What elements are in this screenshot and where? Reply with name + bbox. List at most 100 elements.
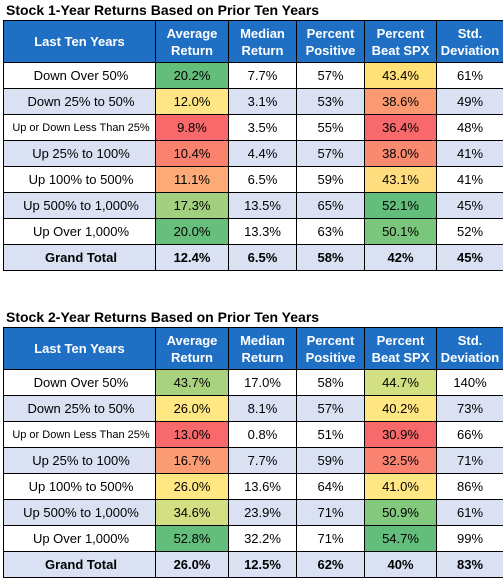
cell-percent-beat-spx: 50.9%: [364, 499, 437, 526]
cell-std-deviation: 52%: [436, 218, 503, 245]
cell-percent-positive: 59%: [296, 166, 365, 193]
cell-std-deviation: 86%: [436, 473, 503, 500]
cell-std-deviation: 73%: [436, 395, 503, 422]
cell-percent-beat-spx: 43.1%: [364, 166, 437, 193]
col-header-average-return: Average Return: [155, 327, 229, 370]
row-label: Down 25% to 50%: [3, 395, 156, 422]
cell-std-deviation: 61%: [436, 62, 503, 89]
cell-average-return: 20.2%: [155, 62, 229, 89]
cell-median-return: 13.5%: [228, 192, 297, 219]
returns-table-2year: Last Ten Years Average Return Median Retur…: [3, 327, 503, 578]
table-1-block: Stock 1-Year Returns Based on Prior Ten …: [0, 0, 503, 271]
cell-average-return: 26.0%: [155, 395, 229, 422]
cell-percent-positive: 51%: [296, 421, 365, 448]
col-header-median-return: Median Return: [228, 327, 297, 370]
cell-percent-positive: 71%: [296, 525, 365, 552]
cell-average-return: 12.0%: [155, 88, 229, 115]
cell-percent-beat-spx: 54.7%: [364, 525, 437, 552]
row-label: Grand Total: [3, 551, 156, 578]
cell-percent-positive: 57%: [296, 62, 365, 89]
cell-percent-positive: 57%: [296, 395, 365, 422]
header-row: Last Ten Years Average Return Median Retur…: [3, 20, 503, 63]
cell-average-return: 13.0%: [155, 421, 229, 448]
row-label: Down Over 50%: [3, 369, 156, 396]
cell-median-return: 17.0%: [228, 369, 297, 396]
cell-percent-beat-spx: 36.4%: [364, 114, 437, 141]
row-label: Up Over 1,000%: [3, 218, 156, 245]
cell-percent-beat-spx: 40.2%: [364, 395, 437, 422]
cell-percent-positive: 65%: [296, 192, 365, 219]
col-header-std-deviation: Std. Deviation: [436, 327, 503, 370]
cell-percent-beat-spx: 38.6%: [364, 88, 437, 115]
row-label: Up or Down Less Than 25%: [3, 421, 156, 448]
cell-percent-positive: 63%: [296, 218, 365, 245]
cell-average-return: 26.0%: [155, 473, 229, 500]
cell-percent-beat-spx: 32.5%: [364, 447, 437, 474]
col-header-median-return: Median Return: [228, 20, 297, 63]
cell-std-deviation: 61%: [436, 499, 503, 526]
cell-std-deviation: 45%: [436, 192, 503, 219]
total-average-return: 26.0%: [155, 551, 229, 578]
row-label: Up 500% to 1,000%: [3, 192, 156, 219]
row-label: Up or Down Less Than 25%: [3, 114, 156, 141]
cell-percent-positive: 59%: [296, 447, 365, 474]
row-label: Up Over 1,000%: [3, 525, 156, 552]
total-percent-positive: 58%: [296, 244, 365, 271]
table-row: Down Over 50% 43.7% 17.0% 58% 44.7% 140%: [3, 369, 503, 396]
cell-percent-beat-spx: 41.0%: [364, 473, 437, 500]
cell-percent-beat-spx: 43.4%: [364, 62, 437, 89]
cell-median-return: 8.1%: [228, 395, 297, 422]
table-row: Up 500% to 1,000% 34.6% 23.9% 71% 50.9% 61%: [3, 499, 503, 526]
cell-average-return: 52.8%: [155, 525, 229, 552]
cell-percent-positive: 57%: [296, 140, 365, 167]
col-header-average-return: Average Return: [155, 20, 229, 63]
col-header-percent-beat-spx: Percent Beat SPX: [364, 327, 437, 370]
table-row: Up 25% to 100% 16.7% 7.7% 59% 32.5% 71%: [3, 447, 503, 474]
cell-percent-positive: 55%: [296, 114, 365, 141]
table-title: Stock 2-Year Returns Based on Prior Ten …: [6, 309, 320, 325]
col-header-std-deviation: Std. Deviation: [436, 20, 503, 63]
row-label: Up 500% to 1,000%: [3, 499, 156, 526]
total-percent-positive: 62%: [296, 551, 365, 578]
row-label: Up 25% to 100%: [3, 447, 156, 474]
cell-median-return: 3.5%: [228, 114, 297, 141]
row-label: Down Over 50%: [3, 62, 156, 89]
cell-average-return: 11.1%: [155, 166, 229, 193]
col-header-last-ten-years: Last Ten Years: [3, 20, 156, 63]
row-label: Up 100% to 500%: [3, 166, 156, 193]
cell-std-deviation: 41%: [436, 140, 503, 167]
cell-percent-positive: 58%: [296, 369, 365, 396]
col-header-percent-positive: Percent Positive: [296, 327, 365, 370]
cell-median-return: 7.7%: [228, 62, 297, 89]
cell-percent-positive: 71%: [296, 499, 365, 526]
total-average-return: 12.4%: [155, 244, 229, 271]
col-header-last-ten-years: Last Ten Years: [3, 327, 156, 370]
cell-average-return: 43.7%: [155, 369, 229, 396]
total-percent-beat-spx: 42%: [364, 244, 437, 271]
cell-median-return: 7.7%: [228, 447, 297, 474]
row-label: Grand Total: [3, 244, 156, 271]
table-2-block: Stock 2-Year Returns Based on Prior Ten …: [0, 307, 503, 578]
cell-std-deviation: 140%: [436, 369, 503, 396]
cell-std-deviation: 66%: [436, 421, 503, 448]
cell-median-return: 4.4%: [228, 140, 297, 167]
table-row: Up Over 1,000% 20.0% 13.3% 63% 50.1% 52%: [3, 218, 503, 245]
table-row: Down Over 50% 20.2% 7.7% 57% 43.4% 61%: [3, 62, 503, 89]
row-label: Up 100% to 500%: [3, 473, 156, 500]
cell-average-return: 16.7%: [155, 447, 229, 474]
total-median-return: 6.5%: [228, 244, 297, 271]
row-label: Up 25% to 100%: [3, 140, 156, 167]
cell-std-deviation: 41%: [436, 166, 503, 193]
table-row: Up Over 1,000% 52.8% 32.2% 71% 54.7% 99%: [3, 525, 503, 552]
cell-percent-beat-spx: 38.0%: [364, 140, 437, 167]
total-std-deviation: 45%: [436, 244, 503, 271]
cell-percent-beat-spx: 50.1%: [364, 218, 437, 245]
total-percent-beat-spx: 40%: [364, 551, 437, 578]
cell-average-return: 10.4%: [155, 140, 229, 167]
grand-total-row: Grand Total 12.4% 6.5% 58% 42% 45%: [3, 244, 503, 271]
cell-std-deviation: 99%: [436, 525, 503, 552]
table-row: Up or Down Less Than 25% 9.8% 3.5% 55% 36.4%…: [3, 114, 503, 141]
returns-table-1year: Last Ten Years Average Return Median Retur…: [3, 20, 503, 271]
cell-median-return: 23.9%: [228, 499, 297, 526]
cell-average-return: 17.3%: [155, 192, 229, 219]
